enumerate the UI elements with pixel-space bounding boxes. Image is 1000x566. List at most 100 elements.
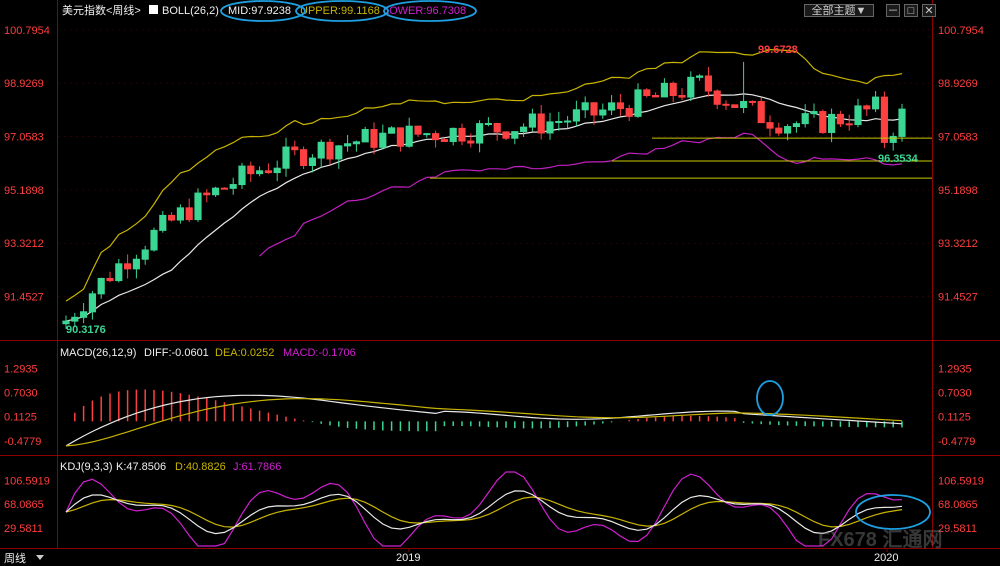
mid-label: MID:97.9238: [228, 5, 291, 17]
candle-body: [678, 95, 686, 98]
kdj-tick-right: 68.0865: [938, 499, 978, 511]
macd-tick-left: 0.7030: [4, 388, 38, 400]
candle-body: [872, 96, 880, 110]
kdj-chart: [65, 471, 903, 547]
candle-body: [528, 113, 536, 128]
candle-body: [828, 113, 836, 133]
candle-body: [854, 105, 862, 126]
candle-body: [388, 127, 396, 134]
macd-dea-line: [65, 397, 903, 447]
boll-bands: [65, 48, 903, 322]
kdj-j-line: [65, 471, 903, 547]
candle-body: [106, 277, 114, 282]
candle-body: [440, 139, 448, 142]
candle-body: [176, 207, 184, 221]
candle-body: [379, 132, 387, 148]
candle-body: [300, 149, 308, 167]
lower-highlight: [383, 0, 477, 22]
minimize-button[interactable]: －: [886, 4, 900, 17]
maximize-button[interactable]: □: [904, 4, 918, 17]
candle-body: [132, 258, 140, 270]
panel-title: 美元指数<周线>: [62, 3, 141, 17]
price-tick-left: 97.0583: [4, 132, 44, 144]
candle-body: [889, 135, 897, 143]
candle-body: [326, 141, 334, 160]
candle-body: [62, 320, 70, 325]
candle-body: [572, 109, 580, 122]
candle-body: [740, 100, 748, 109]
candle-body: [687, 76, 695, 98]
candle-body: [220, 187, 228, 190]
price-tick-left: 98.9269: [4, 78, 44, 90]
kdj-tick-right: 106.5919: [938, 475, 984, 487]
candle-body: [344, 143, 352, 147]
candle-body: [185, 207, 193, 221]
kdj-k: K:47.8506: [116, 461, 166, 473]
candle-body: [150, 229, 158, 251]
recent-low-annotation: 96.3534: [878, 153, 919, 165]
macd-dea: DEA:0.0252: [215, 347, 274, 359]
macd-tick-right: 0.7030: [938, 388, 972, 400]
price-tick-right: 100.7954: [938, 25, 984, 37]
price-tick-left: 95.1898: [4, 185, 44, 197]
candle-body: [696, 75, 704, 78]
macd-chart: [65, 389, 903, 447]
boll-upper-line: [65, 48, 903, 302]
theme-select[interactable]: 全部主题▼: [804, 4, 874, 17]
candle-body: [608, 102, 616, 111]
y-axis-ticks: 100.7954 100.7954 98.9269 98.9269 97.0583 97.…: [4, 25, 984, 535]
macd-tick-right: -0.4779: [938, 436, 975, 448]
candle-body: [238, 165, 246, 186]
candle-body: [423, 133, 431, 136]
candle-body: [581, 102, 589, 111]
x-label-2019: 2019: [396, 552, 420, 564]
watermark: FX678 汇通网: [818, 528, 942, 551]
candle-body: [97, 277, 105, 295]
candle-body: [212, 187, 220, 196]
candle-body: [88, 293, 96, 313]
candle-body: [616, 102, 624, 110]
candle-body: [722, 103, 730, 106]
candle-body: [458, 127, 466, 142]
price-tick-left: 93.3212: [4, 238, 44, 250]
candle-body: [467, 140, 475, 144]
candle-body: [168, 214, 176, 221]
kdj-highlight: [855, 494, 931, 530]
upper-highlight: [295, 0, 389, 22]
candle-body: [880, 96, 888, 143]
kdj-tick-left: 29.5811: [4, 523, 43, 535]
macd-tick-right: 0.1125: [938, 412, 971, 424]
macd-tick-left: 0.1125: [4, 412, 37, 424]
candle-body: [898, 108, 906, 137]
price-tick-right: 91.4527: [938, 292, 978, 304]
candle-body: [291, 146, 299, 151]
candle-body: [810, 111, 818, 115]
close-button[interactable]: ✕: [922, 4, 936, 17]
mid-highlight: [220, 0, 306, 22]
candle-body: [660, 82, 668, 98]
candle-body: [590, 102, 598, 116]
candle-body: [599, 109, 607, 116]
macd-cross-highlight: [756, 380, 784, 416]
boll-lower-line: [259, 132, 903, 257]
candle-body: [801, 113, 809, 125]
candle-body: [704, 75, 712, 92]
candle-body: [282, 146, 290, 169]
kdj-k-line: [65, 490, 903, 535]
kdj-tick-left: 106.5919: [4, 475, 50, 487]
candle-body: [792, 123, 800, 128]
candle-body: [370, 128, 378, 148]
candle-body: [71, 316, 79, 322]
price-tick-left: 91.4527: [4, 292, 44, 304]
kdj-tick-right: 29.5811: [938, 523, 977, 535]
candle-body: [625, 108, 633, 117]
candle-body: [335, 145, 343, 160]
candle-body: [308, 157, 316, 167]
candle-body: [520, 126, 528, 133]
candle-body: [863, 105, 871, 110]
candle-body: [141, 249, 149, 260]
candle-body: [317, 141, 325, 159]
candle-body: [432, 133, 440, 141]
candle-body: [502, 131, 510, 139]
period-dropdown-icon[interactable]: [36, 555, 44, 560]
